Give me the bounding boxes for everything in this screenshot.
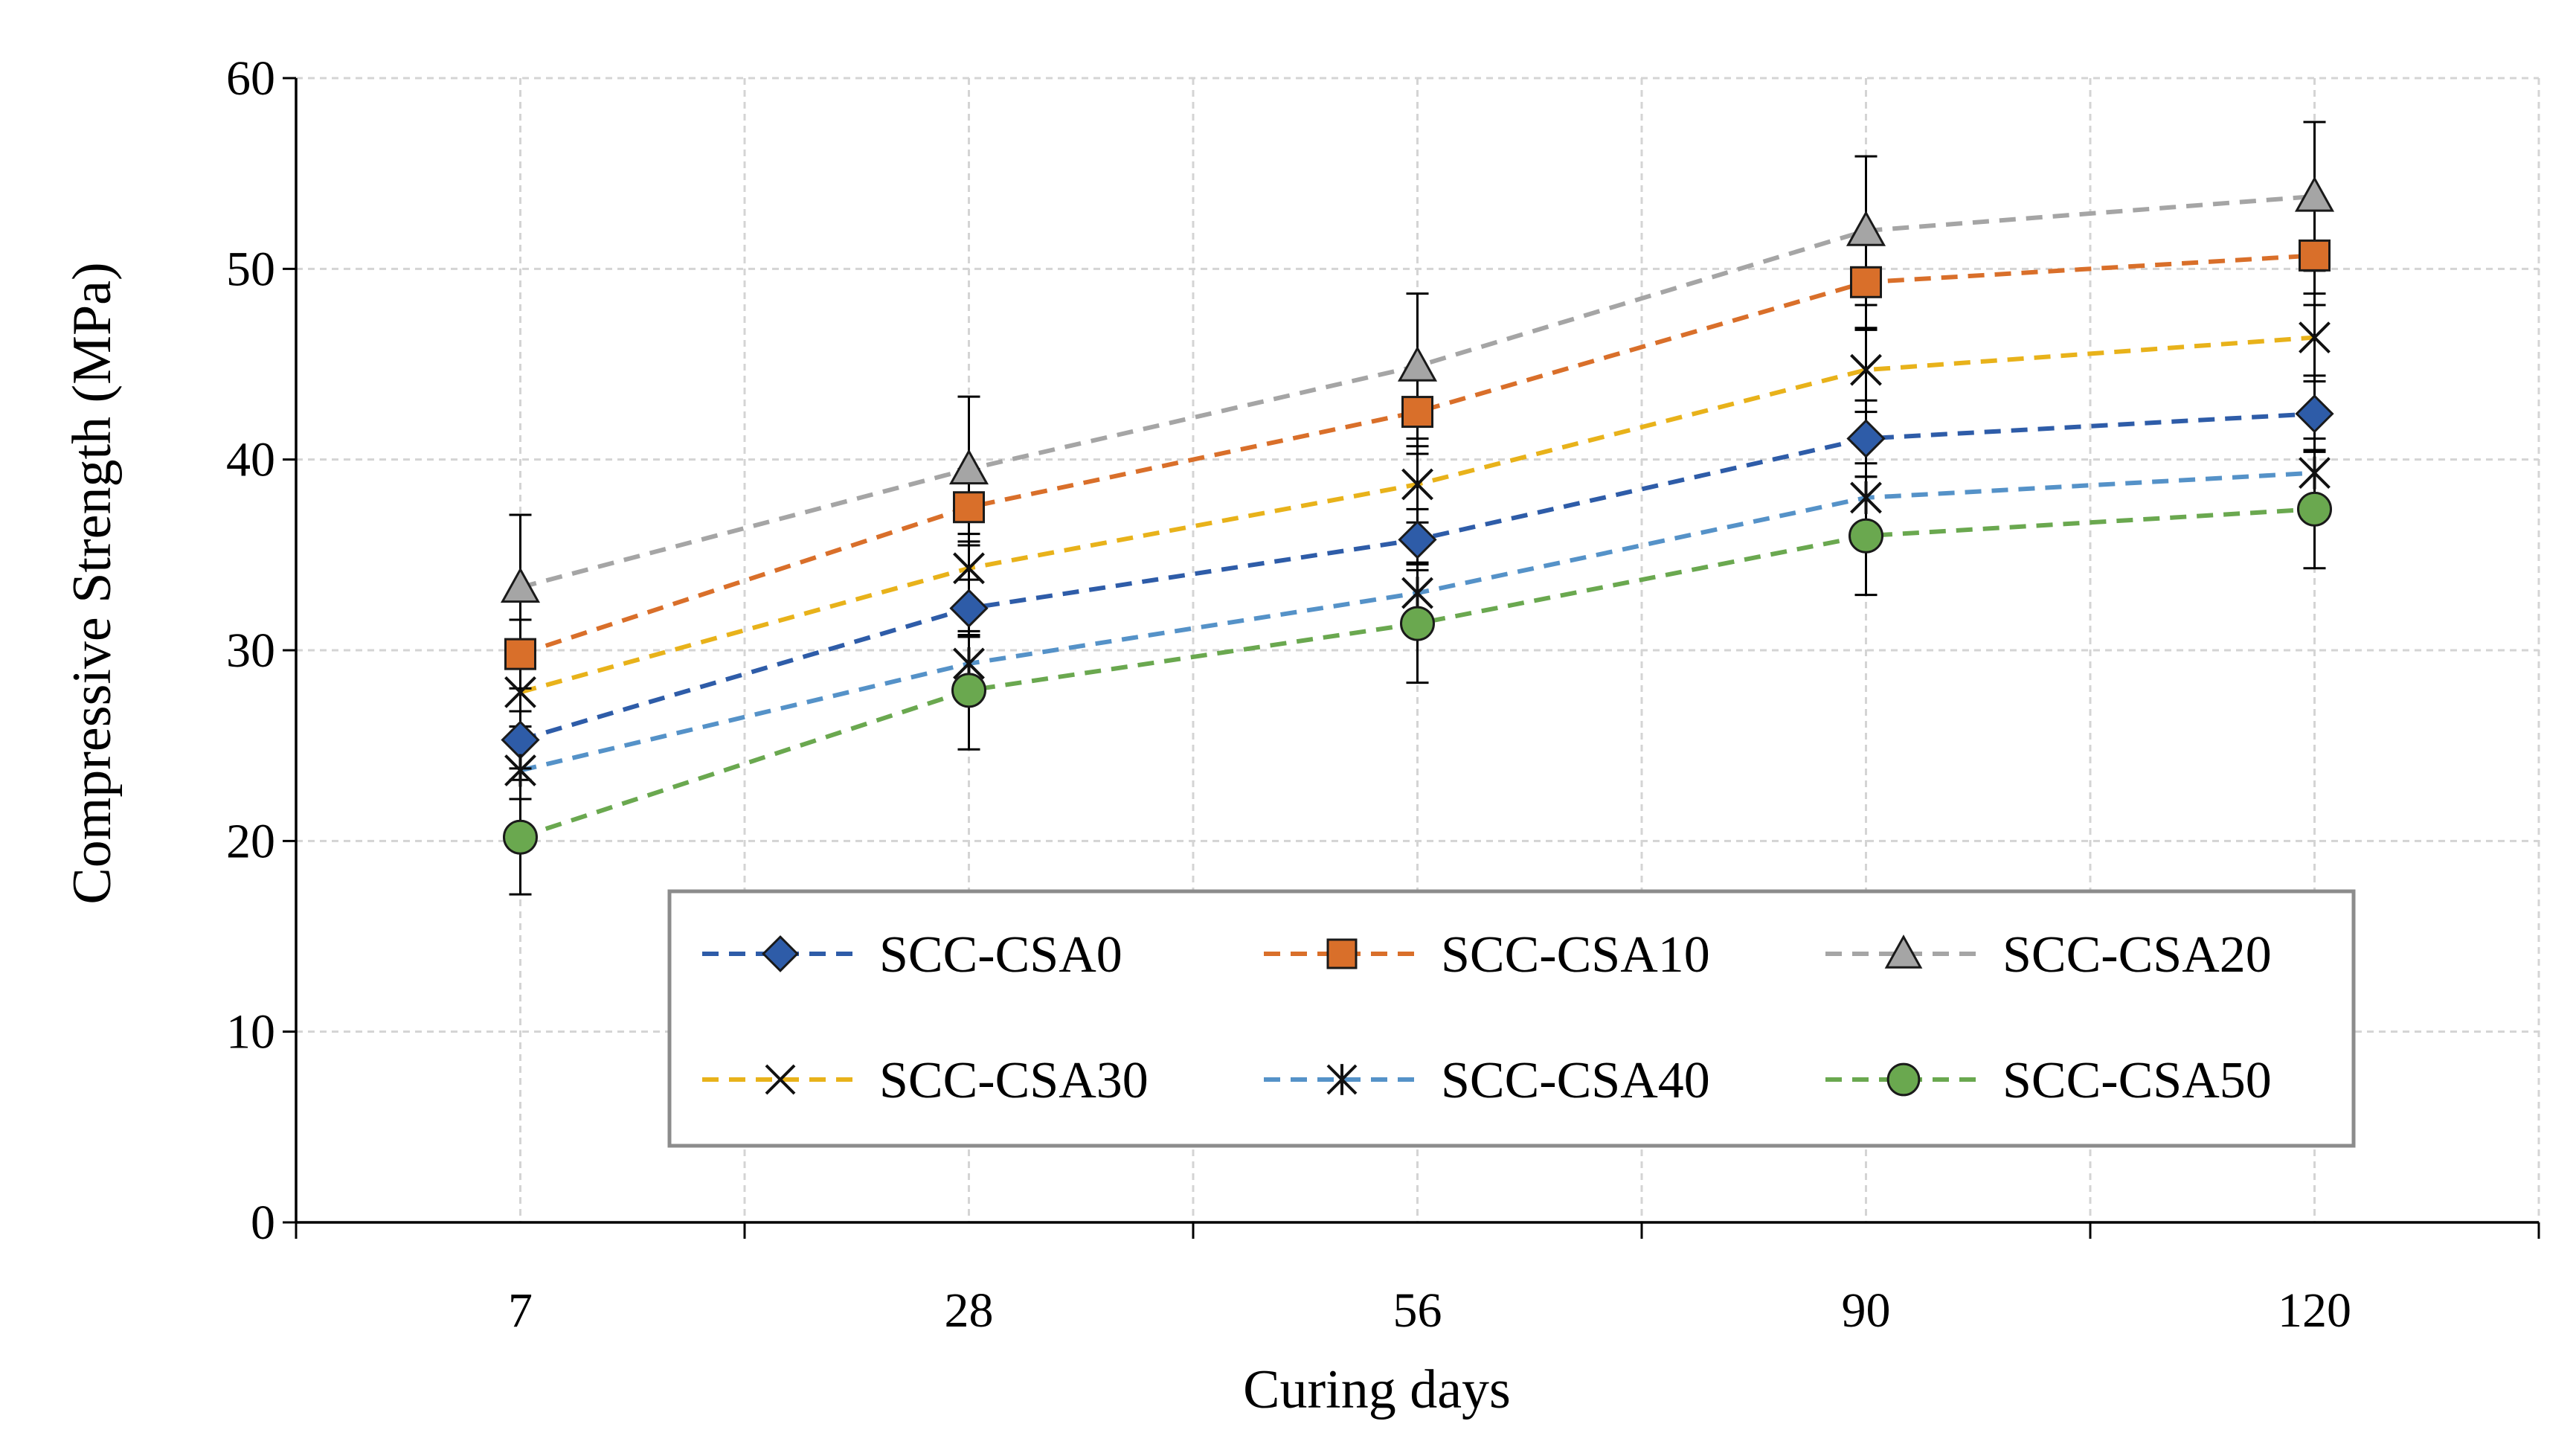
data-point-scc-csa20 [1846,210,1886,246]
y-tick-label: 50 [226,242,275,296]
legend-label: SCC-CSA20 [2002,926,2272,984]
data-point-scc-csa10 [2299,239,2331,272]
data-point-scc-csa30 [953,552,985,585]
x-tick-label: 120 [2278,1283,2351,1338]
legend-item-scc-csa20: SCC-CSA20 [1825,926,2272,984]
data-point-scc-csa40 [2299,456,2331,490]
data-point-scc-csa0 [1398,520,1437,559]
data-point-scc-csa10 [1850,266,1882,298]
axes [283,77,2540,1239]
data-point-scc-csa20 [1397,345,1438,382]
x-axis-title: Curing days [1243,1359,1511,1420]
data-point-scc-csa40 [504,754,536,787]
legend-marker [1884,934,1923,969]
legend-item-scc-csa50: SCC-CSA50 [1825,1052,2272,1109]
legend-box [667,889,2356,1148]
data-point-scc-csa40 [1401,577,1433,610]
data-point-scc-csa50 [1400,606,1435,641]
legend-marker [762,935,799,972]
data-point-scc-csa20 [948,449,989,485]
data-point-scc-csa0 [1846,419,1886,458]
y-axis-title: Compressive Strength (MPa) [62,262,123,904]
data-point-scc-csa50 [951,673,986,708]
data-markers [500,176,2335,855]
data-point-scc-csa20 [500,567,541,603]
y-tick-label: 10 [226,1005,275,1059]
legend-label: SCC-CSA30 [879,1052,1149,1109]
y-tick-label: 30 [226,623,275,678]
data-point-scc-csa30 [504,676,536,708]
data-point-scc-csa50 [1849,518,1883,554]
legend-item-scc-csa40: SCC-CSA40 [1264,1052,1710,1109]
data-point-scc-csa30 [1401,468,1433,501]
legend-marker [1326,1064,1358,1095]
data-point-scc-csa0 [2295,394,2334,434]
data-point-scc-csa0 [949,589,989,628]
data-point-scc-csa30 [2299,321,2331,354]
x-tick-label: 28 [945,1283,994,1338]
data-point-scc-csa10 [1401,396,1433,429]
y-tick-label: 20 [226,814,275,868]
data-point-scc-csa30 [1850,353,1882,386]
legend-label: SCC-CSA10 [1441,926,1710,984]
data-point-scc-csa10 [953,491,985,524]
y-tick-label: 60 [226,51,275,106]
legend-label: SCC-CSA40 [1441,1052,1710,1109]
legend-marker [765,1064,796,1095]
x-tick-label: 7 [508,1283,533,1338]
legend-marker [1326,938,1358,969]
x-tick-label: 90 [1842,1283,1891,1338]
legend-item-scc-csa10: SCC-CSA10 [1264,926,1710,984]
data-point-scc-csa40 [1850,481,1882,514]
y-tick-label: 0 [251,1196,275,1250]
data-point-scc-csa50 [2297,491,2332,527]
legend-item-scc-csa0: SCC-CSA0 [702,926,1122,984]
data-point-scc-csa50 [503,819,538,855]
y-tick-label: 40 [226,433,275,487]
legend-label: SCC-CSA0 [879,926,1122,984]
data-point-scc-csa20 [2294,176,2335,212]
legend: SCC-CSA0 SCC-CSA10 SCC-CSA20 SCC-CSA30 SCC-C… [667,889,2356,1148]
legend-label: SCC-CSA50 [2002,1052,2272,1109]
legend-item-scc-csa30: SCC-CSA30 [702,1052,1149,1109]
x-tick-label: 56 [1393,1283,1442,1338]
legend-marker [1886,1062,1921,1097]
data-point-scc-csa10 [504,638,536,670]
tick-labels: 0 10 20 30 40 50 60 7 28 56 90 120 [226,51,2351,1338]
